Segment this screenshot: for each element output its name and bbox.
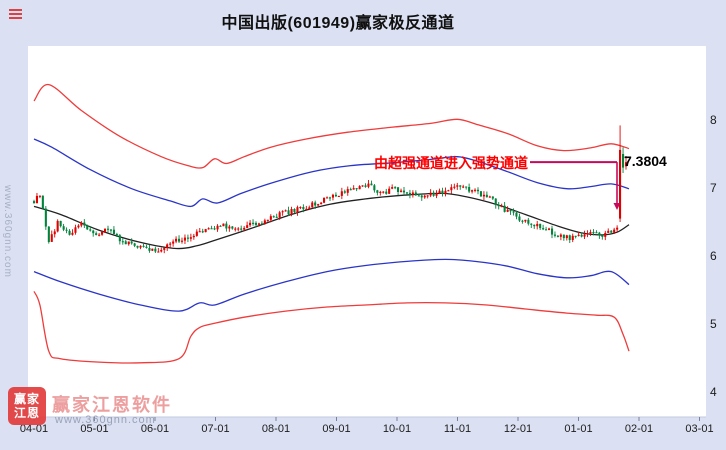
annotation-arrowhead-icon bbox=[613, 203, 621, 210]
x-axis-label: 05-01 bbox=[80, 423, 109, 435]
y-axis-label: 6 bbox=[710, 249, 717, 263]
x-axis-label: 04-01 bbox=[19, 423, 49, 435]
x-axis-label: 01-01 bbox=[564, 423, 593, 435]
current-price-label: 7.3804 bbox=[624, 153, 667, 169]
x-axis-label: 09-01 bbox=[322, 423, 351, 435]
side-watermark-url: www.360gnn.com bbox=[2, 185, 13, 278]
brand-logo-text-1: 赢家 bbox=[13, 392, 40, 406]
x-axis-label: 12-01 bbox=[503, 423, 533, 435]
x-axis-label: 11-01 bbox=[443, 423, 472, 435]
y-axis-label: 5 bbox=[710, 317, 717, 331]
y-axis-label: 8 bbox=[710, 113, 717, 127]
menu-icon[interactable] bbox=[9, 9, 22, 19]
y-axis-label: 4 bbox=[710, 385, 717, 399]
channel-line-blue-lower bbox=[33, 258, 630, 312]
chart-title: 中国出版(601949)赢家极反通道 bbox=[221, 15, 455, 32]
brand-watermark: 赢家江恩软件 bbox=[52, 395, 172, 415]
brand-watermark-url: www.360gnn.com bbox=[55, 414, 156, 426]
x-axis-label: 03-01 bbox=[685, 423, 714, 435]
channel-line-blue-upper bbox=[33, 138, 630, 208]
x-axis-label: 06-01 bbox=[140, 423, 170, 435]
channel-line-mid bbox=[33, 192, 630, 250]
x-axis-label: 07-01 bbox=[201, 423, 230, 435]
plot-area[interactable] bbox=[28, 46, 706, 417]
channel-line-red-upper bbox=[33, 83, 630, 169]
channel-annotation-text: 由超强通道进入强势通道 bbox=[374, 155, 528, 171]
brand-logo: 赢家 江恩 bbox=[8, 387, 46, 425]
y-axis-label: 7 bbox=[710, 181, 717, 195]
brand-logo-text-2: 江恩 bbox=[13, 406, 40, 420]
x-axis-label: 02-01 bbox=[624, 423, 654, 435]
candles-layer bbox=[33, 125, 628, 254]
channel-line-red-lower bbox=[33, 291, 630, 364]
x-axis-label: 08-01 bbox=[261, 423, 291, 435]
x-axis-label: 10-01 bbox=[382, 423, 412, 435]
